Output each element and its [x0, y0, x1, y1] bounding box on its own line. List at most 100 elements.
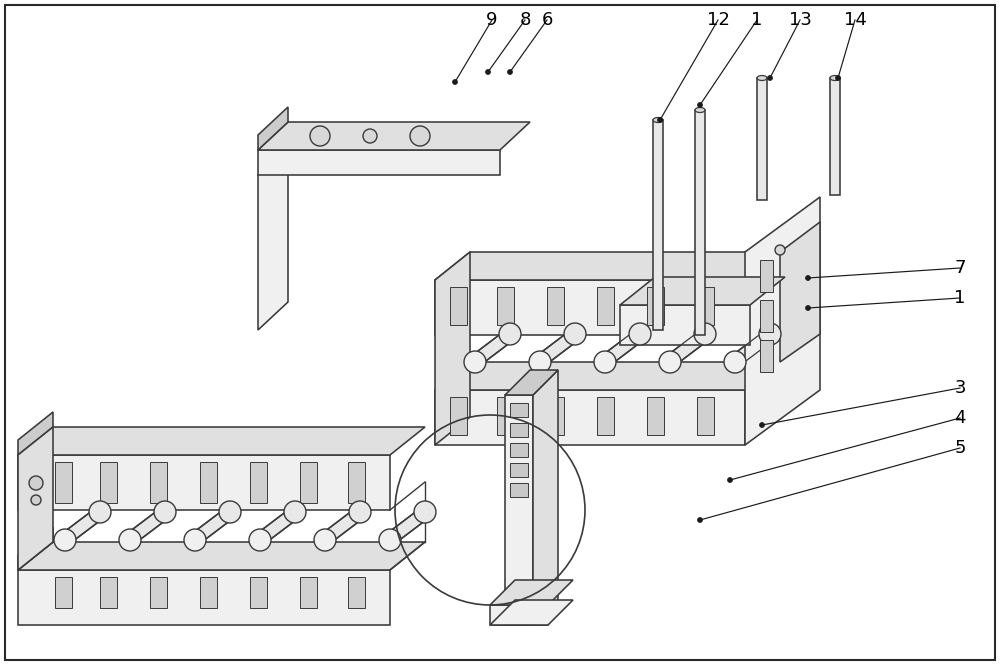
Text: 1: 1 — [954, 289, 966, 307]
Circle shape — [835, 76, 840, 80]
Polygon shape — [450, 287, 467, 325]
Circle shape — [452, 80, 458, 84]
Polygon shape — [474, 326, 511, 370]
Polygon shape — [510, 483, 528, 497]
Polygon shape — [55, 577, 72, 608]
Ellipse shape — [54, 529, 76, 551]
Polygon shape — [760, 300, 773, 332]
Polygon shape — [259, 504, 296, 548]
Circle shape — [805, 305, 810, 311]
Text: 5: 5 — [954, 439, 966, 457]
Ellipse shape — [594, 351, 616, 373]
Polygon shape — [539, 326, 576, 370]
Polygon shape — [300, 577, 317, 608]
Circle shape — [767, 76, 772, 80]
Polygon shape — [620, 305, 750, 345]
Ellipse shape — [529, 351, 551, 373]
Polygon shape — [697, 397, 714, 435]
Polygon shape — [510, 443, 528, 457]
Polygon shape — [150, 577, 167, 608]
Circle shape — [310, 126, 330, 146]
Circle shape — [508, 70, 512, 74]
Ellipse shape — [314, 529, 336, 551]
Polygon shape — [150, 462, 167, 503]
Ellipse shape — [830, 76, 840, 80]
Polygon shape — [647, 397, 664, 435]
Polygon shape — [348, 462, 365, 503]
Polygon shape — [647, 287, 664, 325]
Circle shape — [775, 245, 785, 255]
Polygon shape — [18, 570, 390, 625]
Polygon shape — [620, 277, 785, 305]
Polygon shape — [745, 197, 820, 445]
Polygon shape — [324, 504, 361, 548]
Ellipse shape — [659, 351, 681, 373]
Polygon shape — [510, 423, 528, 437]
Polygon shape — [505, 395, 533, 625]
Ellipse shape — [499, 323, 521, 345]
Polygon shape — [435, 280, 745, 335]
Polygon shape — [597, 397, 614, 435]
Polygon shape — [389, 504, 426, 548]
Ellipse shape — [564, 323, 586, 345]
Text: 4: 4 — [954, 409, 966, 427]
Polygon shape — [505, 370, 558, 395]
Polygon shape — [258, 150, 500, 175]
Ellipse shape — [695, 108, 705, 112]
Polygon shape — [64, 504, 101, 548]
Polygon shape — [497, 397, 514, 435]
Polygon shape — [18, 427, 425, 455]
Polygon shape — [258, 147, 288, 330]
Polygon shape — [100, 577, 117, 608]
Polygon shape — [258, 122, 530, 150]
Text: 8: 8 — [519, 11, 531, 29]
Polygon shape — [697, 287, 714, 325]
Circle shape — [805, 275, 810, 281]
Circle shape — [363, 129, 377, 143]
Polygon shape — [760, 340, 773, 372]
Ellipse shape — [653, 118, 663, 122]
Polygon shape — [450, 397, 467, 435]
Circle shape — [698, 517, 702, 523]
Ellipse shape — [757, 76, 767, 80]
Polygon shape — [18, 542, 425, 570]
Ellipse shape — [154, 501, 176, 523]
Polygon shape — [510, 463, 528, 477]
Polygon shape — [194, 504, 231, 548]
Polygon shape — [435, 252, 780, 280]
Polygon shape — [547, 287, 564, 325]
Polygon shape — [250, 577, 267, 608]
Polygon shape — [18, 455, 390, 510]
Polygon shape — [760, 260, 773, 292]
Text: 12: 12 — [707, 11, 729, 29]
Circle shape — [31, 495, 41, 505]
Ellipse shape — [379, 529, 401, 551]
Ellipse shape — [349, 501, 371, 523]
Polygon shape — [250, 462, 267, 503]
Ellipse shape — [184, 529, 206, 551]
Polygon shape — [18, 427, 53, 570]
Polygon shape — [490, 600, 573, 625]
Polygon shape — [695, 110, 705, 335]
Polygon shape — [780, 222, 820, 362]
Polygon shape — [533, 370, 558, 625]
Circle shape — [760, 422, 765, 428]
Text: 1: 1 — [751, 11, 763, 29]
Polygon shape — [200, 577, 217, 608]
Circle shape — [658, 118, 662, 122]
Polygon shape — [547, 397, 564, 435]
Ellipse shape — [119, 529, 141, 551]
Circle shape — [29, 476, 43, 490]
Polygon shape — [18, 527, 53, 570]
Polygon shape — [734, 326, 771, 370]
Ellipse shape — [694, 323, 716, 345]
Ellipse shape — [759, 323, 781, 345]
Polygon shape — [497, 287, 514, 325]
Ellipse shape — [249, 529, 271, 551]
Polygon shape — [55, 462, 72, 503]
Ellipse shape — [464, 351, 486, 373]
Text: 6: 6 — [541, 11, 553, 29]
Polygon shape — [100, 462, 117, 503]
Polygon shape — [653, 120, 663, 330]
Polygon shape — [200, 462, 217, 503]
